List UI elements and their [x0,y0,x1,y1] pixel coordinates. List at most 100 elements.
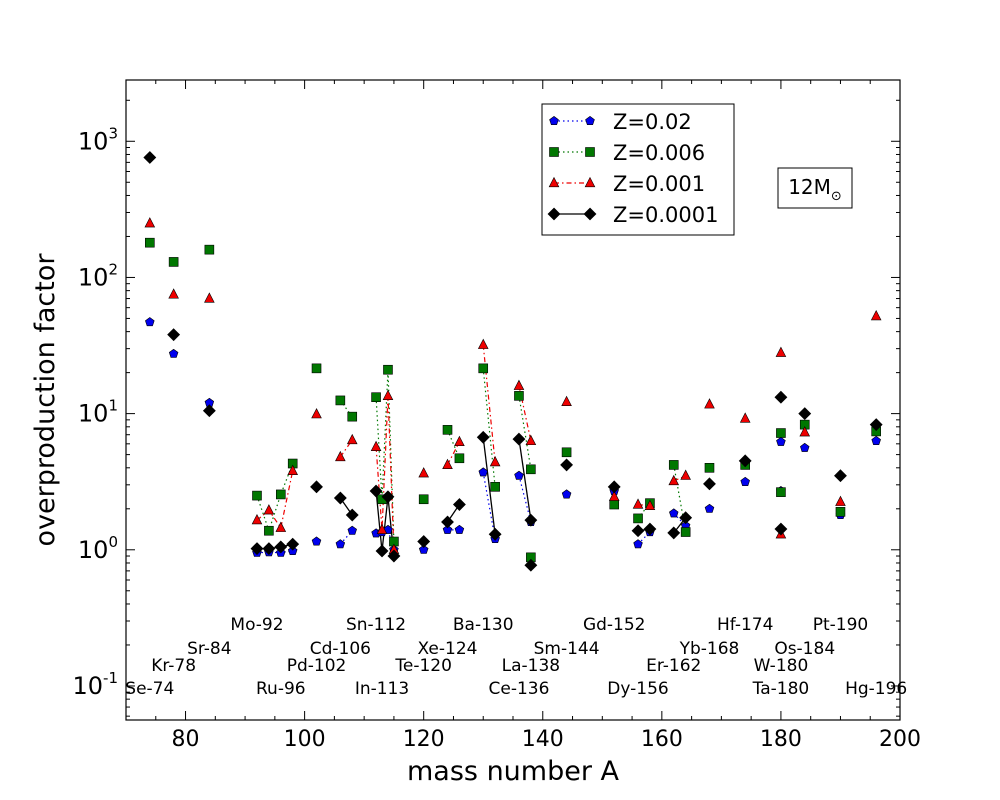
legend-marker-start-2 [548,176,560,188]
series-3-point-18 [488,527,502,541]
isotope-label: Gd-152 [583,615,646,635]
x-tick-label: 100 [284,727,326,752]
series-3-point-11 [375,544,389,558]
series-3-point-0 [143,151,157,164]
series-2-point-20 [525,434,537,446]
series-3-point-27 [679,511,693,525]
isotope-label: W-180 [754,656,809,676]
series-1-point-18 [490,482,500,492]
x-tick-label: 120 [403,727,445,752]
series-3-point-16 [452,498,466,511]
series-2-point-15 [442,458,453,470]
series-1-point-14 [418,494,429,505]
series-0-point-0 [145,317,155,327]
series-1-point-16 [454,453,465,464]
series-3-point-15 [441,515,454,529]
series-1-point-0 [145,237,155,248]
series-2-point-31 [799,426,811,437]
series-2-point-23 [632,498,644,509]
series-1-point-22 [561,447,572,458]
series-2-point-29 [775,346,787,357]
isotope-label: Sn-112 [346,615,406,635]
series-1-line-1 [339,400,353,418]
series-0-point-17 [478,467,488,477]
series-1-line-6 [637,502,651,519]
isotope-label: Hf-174 [717,615,773,635]
isotope-label: Cd-106 [310,639,371,659]
series-0-point-30 [776,436,786,446]
y-tick-label: 103 [78,124,118,155]
series-2-point-33 [870,309,882,321]
series-3-point-10 [369,484,383,498]
series-3-point-6 [286,537,300,551]
series-0-point-14 [418,544,429,554]
series-1-point-31 [776,487,786,497]
isotope-label: Ta-180 [752,679,810,699]
series-1-point-1 [168,257,179,267]
series-3-line-5 [518,439,532,521]
series-2-point-1 [168,288,179,299]
series-3-point-4 [262,542,276,556]
series-0-point-23 [633,539,643,549]
series-2-line-0 [256,470,294,530]
series-1-point-15 [442,425,453,435]
series-2-point-0 [144,217,156,228]
series-2-point-32 [835,495,846,506]
axis-ticks: 80 100 120 140 160 180 200 10-1 100 101 102 103 [72,80,921,752]
series-2-point-11 [376,523,388,534]
legend-marker-end-0 [585,116,595,125]
legend-marker-start-3 [547,207,561,221]
series-1-line-4 [482,368,496,487]
series-2-line-4 [482,344,496,463]
series-1-point-7 [311,363,322,374]
series-2-point-28 [739,412,751,423]
legend-marker-end-3 [583,207,597,221]
series-2-point-9 [346,433,358,445]
series-3-point-9 [345,508,359,522]
series-3-point-7 [310,480,323,494]
series-1-point-4 [264,525,274,536]
series-3-point-13 [387,549,401,563]
series-lines [256,344,687,557]
x-tick-label: 180 [760,727,802,752]
series-3-line-2 [375,490,395,557]
sun-symbol-icon: ⊙ [831,189,842,204]
series-2-point-21 [561,395,572,406]
series-markers [143,151,883,572]
x-tick-label: 80 [172,727,200,752]
series-1-point-3 [252,490,262,501]
series-3-point-17 [476,430,490,444]
isotope-label: Sr-84 [187,639,231,659]
series-2-point-27 [704,398,715,409]
series-0-point-21 [561,489,572,499]
isotope-label: Kr-78 [151,656,196,676]
series-2-point-10 [370,440,382,451]
series-2-point-12 [382,389,394,400]
series-3-point-2 [202,404,216,418]
series-3-point-12 [381,490,395,504]
series-2-point-26 [680,469,691,480]
x-tick-label: 200 [879,727,921,752]
series-1-point-28 [704,463,715,473]
isotope-label: Xe-124 [418,639,478,659]
series-3-point-3 [250,542,264,556]
isotope-label: Pd-102 [287,656,347,676]
isotope-label: Sm-144 [534,639,600,659]
series-2-point-18 [489,456,501,467]
series-1-point-19 [514,391,524,401]
mass-annotation: 12M⊙ [777,167,853,209]
series-3-point-26 [667,526,681,540]
series-0-point-27 [704,503,715,513]
series-2-point-2 [204,292,215,303]
series-0-point-25 [669,508,679,518]
series-1-point-23 [609,499,620,510]
legend: Z=0.02 Z=0.006 Z=0.001 Z=0.0001 [541,103,735,236]
series-3-point-33 [834,469,847,483]
series-1-point-27 [680,527,691,537]
series-1-point-17 [478,363,489,374]
series-2-point-7 [311,408,322,419]
series-3-point-25 [643,522,657,536]
series-2-point-16 [454,435,465,446]
series-1-point-26 [668,460,679,470]
plot-frame [125,79,901,721]
